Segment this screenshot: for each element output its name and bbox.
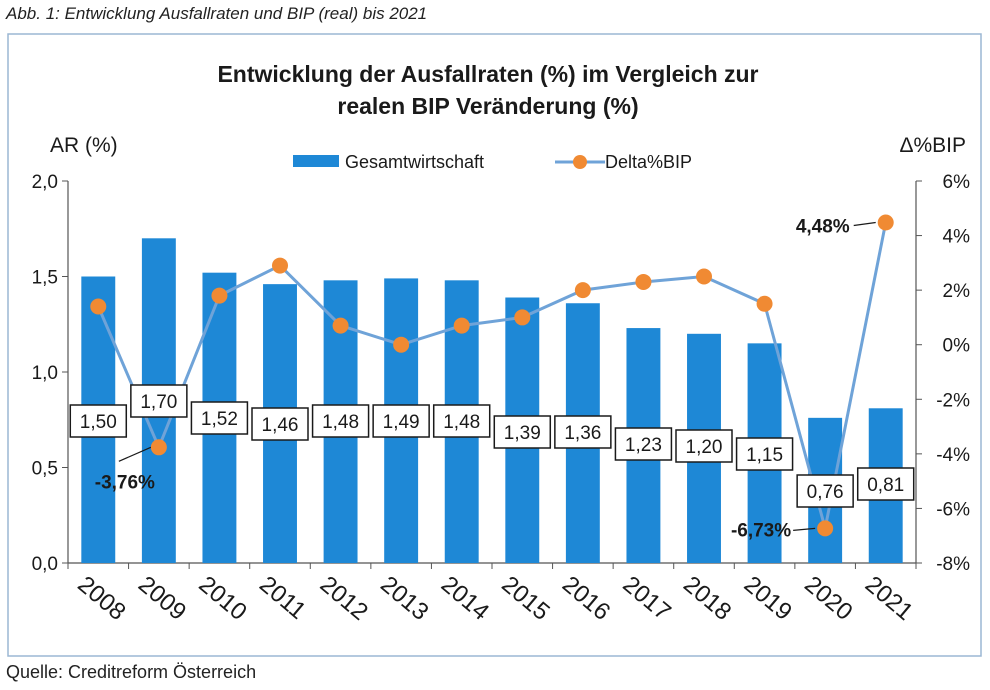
bar-label-box-2008 [69, 404, 128, 438]
bar-label-box-2010 [190, 401, 249, 435]
delta-bip-point-2018 [696, 268, 712, 285]
delta-bip-point-2016 [574, 282, 591, 299]
legend-line-label: Delta%BIP [605, 152, 692, 172]
delta-bip-line [96, 222, 888, 529]
bar-label-box-2019 [735, 437, 794, 471]
bar-value-label-2013: 1,49 [383, 412, 420, 433]
delta-bip-point-2013 [393, 336, 410, 353]
legend-line-marker [573, 155, 587, 169]
bar-label-box-2013 [372, 404, 430, 438]
right-axis-tick-label: 0% [943, 336, 971, 357]
bar-label-box-2020 [796, 474, 854, 508]
bar-value-label-2021: 0,81 [867, 475, 904, 496]
bar-label-box-2014 [432, 404, 491, 438]
bar-label-box-2021 [856, 467, 915, 501]
bar-value-label-2019: 1,15 [746, 445, 783, 466]
point-annotations: -3,76% -6,73% 4,48% [95, 216, 876, 541]
left-axis-label: AR (%) [50, 134, 118, 157]
bar-value-label-2018: 1,20 [686, 437, 723, 458]
bar-value-label-2009: 1,70 [140, 392, 177, 413]
bar-value-label-2020: 0,76 [807, 482, 844, 503]
left-axis-tick-label: 0,5 [32, 459, 58, 480]
right-axis-tick-label: 4% [943, 227, 971, 248]
delta-bip-point-2015 [514, 309, 531, 326]
legend-bar-label: Gesamtwirtschaft [345, 152, 484, 172]
bar-value-label-2012: 1,48 [322, 412, 359, 433]
delta-bip-point-2009 [150, 439, 167, 456]
bar-label-box-2012 [311, 404, 370, 438]
bar-value-label-2014: 1,48 [443, 412, 480, 433]
right-axis-tick-label: -4% [936, 445, 970, 466]
left-axis-tick-label: 1,5 [32, 268, 58, 289]
source-note: Quelle: Creditreform Österreich [6, 662, 257, 682]
axes: 0,0 0,5 1,0 1,5 2,0 -8% -6% -4% -2% 0% 2% 4% 6% [32, 172, 971, 575]
delta-bip-point-2014 [453, 317, 470, 334]
right-axis-tick-label: 6% [943, 172, 971, 193]
left-axis-tick-label: 0,0 [32, 554, 58, 575]
right-axis-label: Δ%BIP [899, 134, 966, 157]
line-series [90, 214, 894, 537]
legend-bar-swatch [293, 155, 339, 167]
bar-label-box-2017 [614, 427, 673, 461]
bar-value-label-2017: 1,23 [625, 435, 662, 456]
bar-value-label-2010: 1,52 [201, 409, 238, 430]
delta-bip-point-2010 [211, 287, 228, 304]
annotation-label-2021: 4,48% [796, 216, 850, 237]
annotation-leader [793, 527, 816, 531]
right-axis-tick-label: -8% [936, 554, 970, 575]
bar-value-label-2016: 1,36 [564, 423, 601, 444]
bar-value-label-2015: 1,39 [504, 423, 541, 444]
right-axis-tick-label: -2% [936, 390, 970, 411]
bar-label-box-2015 [493, 415, 552, 449]
annotation-label-2020: -6,73% [731, 520, 791, 541]
delta-bip-point-2012 [332, 317, 349, 334]
annotation-label-2009: -3,76% [95, 472, 155, 493]
left-axis-tick-label: 2,0 [32, 172, 58, 193]
delta-bip-point-2021 [877, 214, 894, 231]
bar-label-box-2016 [554, 415, 612, 449]
bar-label-box-2018 [675, 429, 733, 463]
figure-caption: Abb. 1: Entwicklung Ausfallraten und BIP… [6, 4, 428, 23]
left-axis-tick-label: 1,0 [32, 363, 58, 384]
chart-title-line2: realen BIP Veränderung (%) [337, 93, 638, 119]
right-axis-tick-label: -6% [936, 499, 970, 520]
delta-bip-point-2008 [90, 298, 107, 315]
delta-bip-point-2011 [272, 257, 288, 274]
delta-bip-point-2019 [756, 295, 773, 312]
annotation-leader [118, 446, 152, 462]
delta-bip-point-2017 [635, 273, 652, 290]
chart-title-line1: Entwicklung der Ausfallraten (%) im Verg… [217, 61, 758, 87]
bar-value-label-2008: 1,50 [80, 412, 117, 433]
right-axis-tick-label: 2% [943, 281, 971, 302]
annotation-leader [853, 221, 876, 227]
delta-bip-point-2020 [817, 520, 834, 537]
bar-value-label-2011: 1,46 [262, 415, 299, 436]
bar-label-box-2011 [251, 407, 309, 441]
bar-data-labels: 1,50 1,70 1,52 1,46 1,48 1,49 1,48 1,39 1,36 1,23… [69, 384, 915, 508]
bar-label-box-2009 [130, 384, 188, 418]
